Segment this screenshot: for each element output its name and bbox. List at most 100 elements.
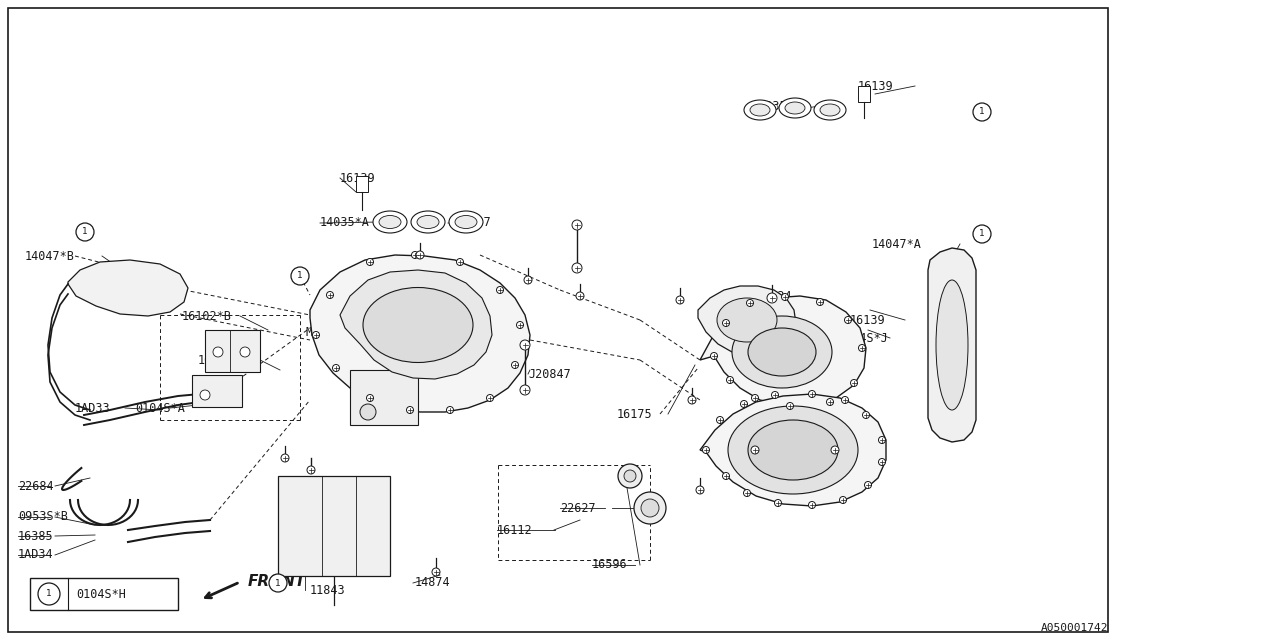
Text: 16175: 16175 (617, 408, 653, 420)
Circle shape (744, 490, 750, 497)
Ellipse shape (417, 216, 439, 228)
Circle shape (524, 276, 532, 284)
Text: 1AD33: 1AD33 (76, 401, 110, 415)
Circle shape (973, 103, 991, 121)
Circle shape (576, 292, 584, 300)
Ellipse shape (748, 420, 838, 480)
Circle shape (772, 392, 778, 399)
Circle shape (200, 390, 210, 400)
Circle shape (850, 380, 858, 387)
Polygon shape (700, 394, 886, 506)
Ellipse shape (379, 216, 401, 228)
Bar (858, 86, 870, 102)
Text: 1: 1 (46, 589, 52, 598)
Ellipse shape (936, 280, 968, 410)
Text: 16139: 16139 (340, 172, 375, 184)
Text: 0953S*B: 0953S*B (18, 511, 68, 524)
Text: 16139: 16139 (858, 79, 893, 93)
Circle shape (696, 486, 704, 494)
Circle shape (840, 497, 846, 504)
Ellipse shape (814, 100, 846, 120)
Circle shape (512, 362, 518, 369)
Circle shape (360, 404, 376, 420)
Circle shape (282, 454, 289, 462)
Ellipse shape (411, 211, 445, 233)
Ellipse shape (372, 211, 407, 233)
Circle shape (703, 447, 709, 454)
Circle shape (366, 394, 374, 401)
Ellipse shape (449, 211, 483, 233)
Circle shape (845, 317, 851, 323)
Text: A050001742: A050001742 (1041, 623, 1108, 633)
Circle shape (520, 340, 530, 350)
Circle shape (407, 406, 413, 413)
Circle shape (859, 344, 865, 351)
Circle shape (717, 417, 723, 424)
Circle shape (878, 436, 886, 444)
Circle shape (863, 412, 869, 419)
Text: 1: 1 (979, 108, 984, 116)
Circle shape (212, 347, 223, 357)
Circle shape (241, 347, 250, 357)
Text: 24234: 24234 (310, 557, 346, 570)
Circle shape (520, 385, 530, 395)
Text: 22627: 22627 (561, 502, 595, 515)
Bar (356, 176, 369, 192)
Text: 16596: 16596 (591, 559, 627, 572)
Ellipse shape (750, 104, 771, 116)
Ellipse shape (780, 98, 812, 118)
Text: 1: 1 (82, 227, 88, 237)
Text: 0104S*L: 0104S*L (768, 326, 818, 339)
Circle shape (809, 502, 815, 509)
Bar (192, 375, 242, 407)
Circle shape (827, 399, 833, 406)
Text: 16102*B: 16102*B (182, 310, 232, 323)
Circle shape (366, 259, 374, 266)
Circle shape (517, 321, 524, 328)
Ellipse shape (820, 104, 840, 116)
Circle shape (416, 251, 424, 259)
Circle shape (710, 353, 718, 360)
Bar (278, 476, 390, 576)
Circle shape (497, 287, 503, 294)
Ellipse shape (748, 328, 817, 376)
Circle shape (572, 220, 582, 230)
Text: 0104S*F: 0104S*F (762, 477, 812, 490)
Text: 16385: 16385 (18, 529, 54, 543)
Text: 14874: 14874 (415, 577, 451, 589)
Text: 1AD34: 1AD34 (18, 548, 54, 561)
Text: 0238S: 0238S (352, 371, 388, 385)
Text: 14047*B: 14047*B (26, 250, 74, 262)
Circle shape (486, 394, 494, 401)
Ellipse shape (732, 316, 832, 388)
Bar (205, 330, 260, 372)
Text: J20847: J20847 (448, 216, 490, 230)
Polygon shape (68, 260, 188, 316)
Ellipse shape (717, 298, 777, 342)
Bar (8, 8, 1108, 632)
Ellipse shape (454, 216, 477, 228)
Circle shape (447, 406, 453, 413)
Circle shape (746, 300, 754, 307)
Circle shape (76, 223, 93, 241)
Text: 11843: 11843 (310, 584, 346, 596)
Text: 1: 1 (297, 271, 303, 280)
Text: 0104S*A: 0104S*A (134, 401, 184, 415)
Circle shape (817, 298, 823, 305)
Bar (29, 578, 178, 610)
Ellipse shape (744, 100, 776, 120)
Circle shape (782, 294, 788, 301)
Circle shape (641, 499, 659, 517)
Text: 14047*A: 14047*A (872, 237, 922, 250)
Polygon shape (700, 296, 867, 406)
Circle shape (727, 376, 733, 383)
Circle shape (767, 293, 777, 303)
Text: J20847: J20847 (529, 367, 571, 381)
Circle shape (269, 574, 287, 592)
Text: 1: 1 (275, 579, 280, 588)
Text: 1: 1 (979, 230, 984, 239)
Circle shape (831, 446, 838, 454)
Polygon shape (698, 286, 796, 356)
Text: 22684: 22684 (18, 479, 54, 493)
Circle shape (722, 472, 730, 479)
